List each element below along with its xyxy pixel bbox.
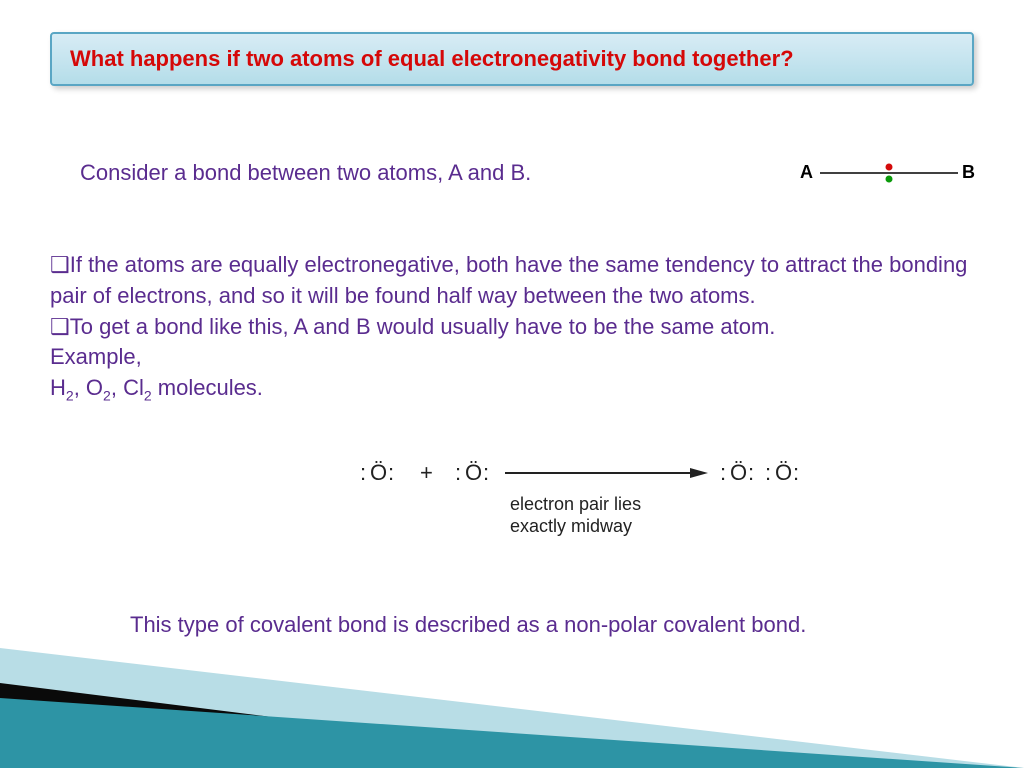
bullet-2: ❑To get a bond like this, A and B would … (50, 312, 980, 343)
electron-dot-top (886, 164, 893, 171)
bullet-icon: ❑ (50, 314, 70, 339)
body-paragraph: ❑If the atoms are equally electronegativ… (50, 250, 980, 406)
mol-cl: Cl (123, 375, 144, 400)
molecules-line: H2, O2, Cl2 molecules. (50, 373, 980, 406)
svg-text:Ö: Ö (775, 460, 792, 485)
svg-text::: : (483, 460, 489, 485)
oxygen-caption-2: exactly midway (510, 516, 632, 536)
svg-text:+: + (420, 460, 433, 485)
title-text: What happens if two atoms of equal elect… (70, 46, 794, 71)
svg-text::: : (720, 460, 726, 485)
electron-dot-bottom (886, 176, 893, 183)
atom-b-label: B (962, 162, 975, 182)
title-box: What happens if two atoms of equal elect… (50, 32, 974, 86)
svg-text::: : (360, 460, 366, 485)
mol-o: O (86, 375, 103, 400)
intro-text: Consider a bond between two atoms, A and… (80, 160, 531, 186)
svg-text::: : (793, 460, 799, 485)
mol-h: H (50, 375, 66, 400)
svg-text:Ö: Ö (370, 460, 387, 485)
example-label: Example, (50, 342, 980, 373)
svg-text::: : (388, 460, 394, 485)
svg-text::: : (748, 460, 754, 485)
mol-tail: molecules. (152, 375, 263, 400)
bullet-2-text: To get a bond like this, A and B would u… (70, 314, 776, 339)
oxygen-lewis-diagram: : Ö : + : Ö : : Ö : : Ö : electron pair … (360, 450, 930, 540)
svg-text:Ö: Ö (730, 460, 747, 485)
oxygen-caption-1: electron pair lies (510, 494, 641, 514)
bullet-icon: ❑ (50, 252, 70, 277)
svg-text:Ö: Ö (465, 460, 482, 485)
svg-text::: : (765, 460, 771, 485)
bullet-1: ❑If the atoms are equally electronegativ… (50, 250, 980, 312)
svg-text::: : (455, 460, 461, 485)
bullet-1-text: If the atoms are equally electronegative… (50, 252, 967, 308)
conclusion-text: This type of covalent bond is described … (130, 610, 950, 640)
ab-bond-diagram: A B (800, 155, 975, 195)
atom-a-label: A (800, 162, 813, 182)
